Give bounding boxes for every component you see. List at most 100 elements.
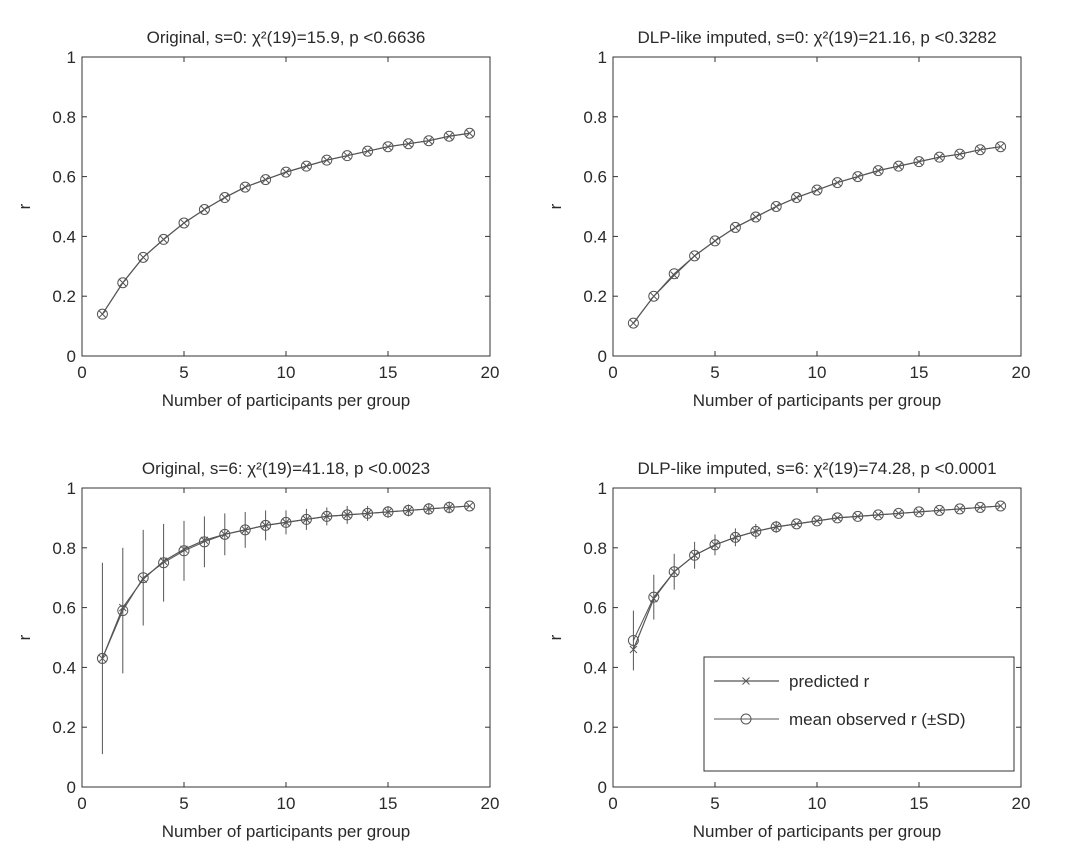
y-tick-label: 0.8 — [583, 539, 607, 558]
data-point-observed — [280, 166, 292, 178]
data-point-predicted — [220, 193, 229, 202]
data-point-predicted — [996, 142, 1005, 151]
data-point-predicted — [159, 557, 168, 566]
data-point-observed — [362, 145, 374, 157]
data-point-predicted — [629, 319, 638, 327]
data-point-observed — [137, 572, 149, 584]
data-point-observed — [178, 217, 190, 229]
data-point-observed — [729, 221, 741, 233]
data-point-predicted — [159, 235, 168, 244]
data-point-predicted — [711, 237, 719, 245]
data-point-predicted — [894, 162, 903, 170]
data-point-observed — [321, 154, 333, 166]
chart-panel-3: 0 5 10 15 20 0 0.2 0.4 0.6 0.8 1 Original, s=6: χ²(… — [15, 459, 499, 841]
data-point-observed — [178, 545, 190, 557]
data-point-observed — [158, 233, 170, 245]
data-point-observed — [913, 156, 925, 168]
data-point-predicted — [445, 132, 454, 141]
x-axis-label: Number of participants per group — [693, 391, 942, 410]
data-point-predicted — [915, 508, 923, 516]
data-point-predicted — [404, 506, 413, 515]
data-point-observed — [260, 519, 272, 531]
data-point-observed — [260, 174, 272, 186]
data-point-predicted — [853, 512, 862, 521]
data-point-observed — [954, 503, 966, 515]
data-point-observed — [137, 251, 149, 263]
y-tick-label: 1 — [67, 48, 76, 67]
data-point-predicted — [98, 310, 107, 318]
data-point-observed — [300, 160, 312, 172]
y-axis-label: r — [546, 634, 565, 640]
data-point-observed — [382, 506, 394, 518]
data-point-predicted — [261, 521, 270, 530]
y-tick-label: 0 — [598, 347, 607, 366]
x-tick-label: 5 — [179, 794, 188, 813]
x-tick-label: 0 — [608, 794, 617, 813]
data-point-observed — [933, 504, 945, 516]
data-point-observed — [995, 500, 1007, 512]
data-point-observed — [402, 138, 414, 150]
data-point-predicted — [404, 139, 413, 148]
data-point-predicted — [363, 509, 372, 518]
data-point-predicted — [649, 594, 658, 603]
legend-box — [703, 656, 1015, 772]
data-point-predicted — [261, 175, 270, 184]
data-point-observed — [811, 184, 823, 196]
data-point-observed — [648, 591, 660, 603]
data-point-observed — [689, 250, 701, 262]
chart-title: DLP-like imputed, s=6: χ²(19)=74.28, p <… — [637, 459, 996, 478]
data-point-observed — [770, 521, 782, 533]
data-point-predicted — [996, 502, 1005, 510]
data-point-predicted — [935, 153, 944, 162]
data-point-predicted — [894, 509, 903, 518]
data-point-observed — [300, 513, 312, 525]
y-axis-label: r — [546, 203, 565, 209]
data-point-observed — [893, 160, 905, 172]
x-tick-label: 15 — [910, 794, 929, 813]
x-tick-label: 20 — [481, 363, 500, 382]
data-point-observed — [974, 501, 986, 513]
data-point-predicted — [322, 512, 331, 521]
data-point-observed — [280, 516, 292, 528]
data-point-observed — [852, 171, 864, 183]
data-point-observed — [443, 501, 455, 513]
data-point-observed — [750, 525, 762, 537]
x-tick-label: 20 — [1012, 363, 1031, 382]
y-tick-label: 1 — [598, 479, 607, 498]
data-point-predicted — [98, 654, 107, 663]
data-point-predicted — [649, 292, 658, 301]
data-point-predicted — [976, 145, 985, 154]
data-point-predicted — [711, 540, 719, 549]
data-point-predicted — [915, 157, 923, 166]
data-point-observed — [750, 211, 762, 223]
data-point-predicted — [180, 219, 188, 227]
data-point-predicted — [180, 545, 188, 554]
data-point-observed — [995, 141, 1007, 153]
plot-area — [612, 56, 1022, 357]
y-tick-label: 0.8 — [583, 108, 607, 127]
data-point-predicted — [200, 536, 209, 545]
data-point-predicted — [813, 517, 821, 525]
data-point-predicted — [813, 186, 821, 194]
data-point-predicted — [139, 575, 148, 584]
data-point-observed — [117, 605, 129, 617]
data-point-predicted — [935, 506, 944, 515]
data-point-observed — [117, 277, 129, 289]
y-tick-label: 0.2 — [583, 718, 607, 737]
data-point-observed — [341, 509, 353, 521]
data-point-observed — [96, 652, 108, 664]
data-point-observed — [831, 177, 843, 189]
data-point-observed — [321, 510, 333, 522]
chart-panel-1: 0 5 10 15 20 0 0.2 0.4 0.6 0.8 1 Original, s=0: χ²(… — [15, 28, 499, 410]
chart-panel-4: 0 5 10 15 20 0 0.2 0.4 0.6 0.8 1 DLP-like imputed, … — [546, 459, 1030, 841]
legend: predicted r mean observed r (±SD) — [703, 656, 1015, 772]
x-axis-label: Number of participants per group — [693, 822, 942, 841]
data-point-observed — [791, 518, 803, 530]
data-point-observed — [423, 135, 435, 147]
data-point-predicted — [139, 253, 148, 262]
data-point-predicted — [241, 526, 250, 534]
data-point-predicted — [424, 136, 433, 145]
data-point-predicted — [751, 213, 760, 221]
y-tick-label: 1 — [67, 479, 76, 498]
data-point-observed — [341, 150, 353, 162]
